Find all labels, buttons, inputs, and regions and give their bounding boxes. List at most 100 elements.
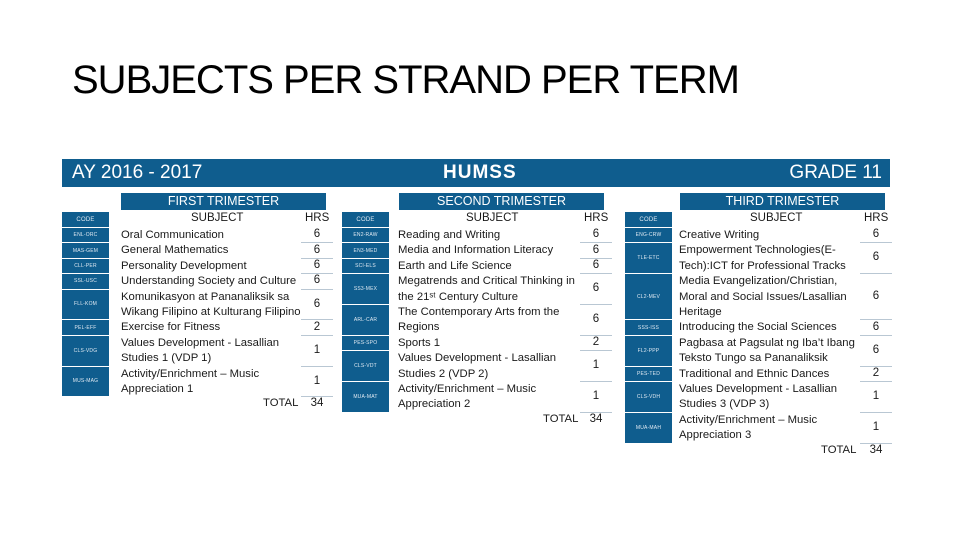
subject-line: Regions (398, 321, 440, 334)
subject-line: Media Evangelization/Christian, (679, 275, 838, 288)
subject-code: SS3-MEX (342, 274, 389, 304)
subject-hours: 6 (313, 228, 321, 241)
subject-hours: 2 (592, 336, 600, 348)
page-title: SUBJECTS PER STRAND PER TERM (72, 58, 740, 102)
subject-line: Earth and Life Science (398, 259, 512, 272)
total-hours: 34 (589, 412, 603, 425)
subject-code: FL2-PPP (625, 335, 672, 366)
subject-code: CLS-VDT (342, 351, 389, 381)
row-divider (580, 242, 612, 244)
row-divider (301, 242, 333, 244)
subject-line: the 21ˢᵗ Century Culture (398, 290, 518, 303)
subject-line: Personality Development (121, 259, 247, 272)
subject-hours: 6 (592, 259, 600, 271)
subject-code: CLS-VDG (62, 335, 109, 366)
subject-hours: 6 (313, 274, 321, 287)
subject-line: Activity/Enrichment – Music (121, 367, 260, 380)
total-label: TOTAL (263, 397, 299, 410)
subject-code: SSS-ISS (625, 320, 672, 335)
subject-line: Appreciation 2 (398, 398, 471, 411)
subject-hours: 1 (872, 420, 880, 433)
subject-line: Komunikasyon at Pananaliksik sa (121, 290, 290, 303)
subject-line: Heritage (679, 306, 722, 319)
subject-line: Activity/Enrichment – Music (398, 383, 537, 396)
subject-hours: 1 (872, 389, 880, 402)
subject-line: Understanding Society and Culture (121, 275, 297, 288)
subject-line: Reading and Writing (398, 229, 501, 241)
subject-code: CLS-VDH (625, 382, 672, 412)
subject-code: TLE-ETC (625, 243, 672, 274)
subject-hours: 6 (313, 259, 321, 271)
subject-code: PES-SPO (342, 335, 389, 351)
row-divider (301, 257, 333, 259)
subject-line: Moral and Social Issues/Lasallian (679, 290, 847, 303)
subject-hours: 6 (872, 228, 880, 241)
hours-header: HRS (305, 212, 330, 224)
row-divider (301, 396, 333, 398)
subject-code: ENL-ORC (62, 228, 109, 243)
subject-header: SUBJECT (466, 212, 519, 224)
row-divider (301, 273, 333, 275)
subject-line: The Contemporary Arts from the (398, 306, 560, 319)
subject-code: ENG-CRW (625, 228, 672, 243)
subject-code: CL2-MEV (625, 274, 672, 320)
subject-hours: 1 (313, 374, 321, 387)
subject-code: MUS-MAG (62, 366, 109, 397)
subject-code: EN2-RAW (342, 228, 389, 243)
subject-line: Appreciation 3 (679, 429, 752, 442)
subject-hours: 2 (872, 366, 880, 379)
hours-header: HRS (584, 212, 609, 224)
row-divider (580, 381, 612, 382)
row-divider (580, 334, 612, 336)
trimester-header-1: FIRST TRIMESTER (121, 193, 326, 210)
subject-line: Wikang Filipino at Kulturang Filipino (121, 306, 301, 319)
code-header: CODE (342, 212, 389, 227)
subject-code: MUA-MAH (625, 412, 672, 443)
subject-code: PEL-EFF (62, 320, 109, 335)
subject-line: Creative Writing (679, 229, 760, 241)
subject-line: Appreciation 1 (121, 383, 194, 396)
code-header: CODE (625, 212, 672, 227)
subject-header: SUBJECT (191, 212, 244, 224)
row-divider (860, 319, 892, 321)
row-divider (860, 273, 892, 275)
subject-code: SCI-ELS (342, 258, 389, 274)
subject-code: MUA-MAT (342, 382, 389, 412)
subject-code: MAS-GEM (62, 243, 109, 258)
subject-list: Creative Writing Empowerment Technologies… (679, 228, 855, 444)
subject-hours: 1 (313, 343, 321, 356)
subject-line: Teksto Tungo sa Pananaliksik (679, 352, 828, 365)
total-hours: 34 (310, 397, 324, 410)
row-divider (301, 319, 333, 321)
subject-header: SUBJECT (750, 212, 803, 224)
subject-line: Traditional and Ethnic Dances (679, 367, 830, 380)
code-header: CODE (62, 212, 109, 227)
row-divider (860, 334, 892, 336)
subject-list: Oral Communication General Mathematics Per… (121, 228, 301, 397)
subject-code: ARL-CAR (342, 305, 389, 335)
subject-line: Exercise for Fitness (121, 321, 221, 334)
subject-hours: 6 (592, 312, 600, 325)
strand-name: HUMSS (443, 162, 517, 183)
subject-hours: 1 (592, 359, 600, 372)
row-divider (860, 381, 892, 382)
row-divider (860, 411, 892, 413)
row-divider (860, 365, 892, 367)
row-divider (301, 365, 333, 367)
subject-code: PES-TED (625, 366, 672, 381)
subject-hours: 1 (592, 389, 600, 402)
subject-hours: 6 (592, 243, 600, 256)
row-divider (580, 411, 612, 413)
subject-line: Studies 2 (VDP 2) (398, 367, 489, 380)
subject-line: Sports 1 (398, 336, 441, 349)
subject-hours: 6 (592, 282, 600, 295)
subject-line: Pagbasa at Pagsulat ng Iba’t Ibang (679, 336, 855, 349)
subject-line: Oral Communication (121, 229, 224, 241)
total-label: TOTAL (821, 443, 857, 456)
subject-hours: 6 (872, 251, 880, 264)
subject-line: Activity/Enrichment – Music (679, 413, 818, 426)
subject-line: Media and Information Literacy (398, 244, 554, 257)
subject-code: EN3-MED (342, 243, 389, 258)
total-label: TOTAL (543, 412, 579, 425)
subject-line: Values Development - Lasallian (121, 336, 280, 349)
